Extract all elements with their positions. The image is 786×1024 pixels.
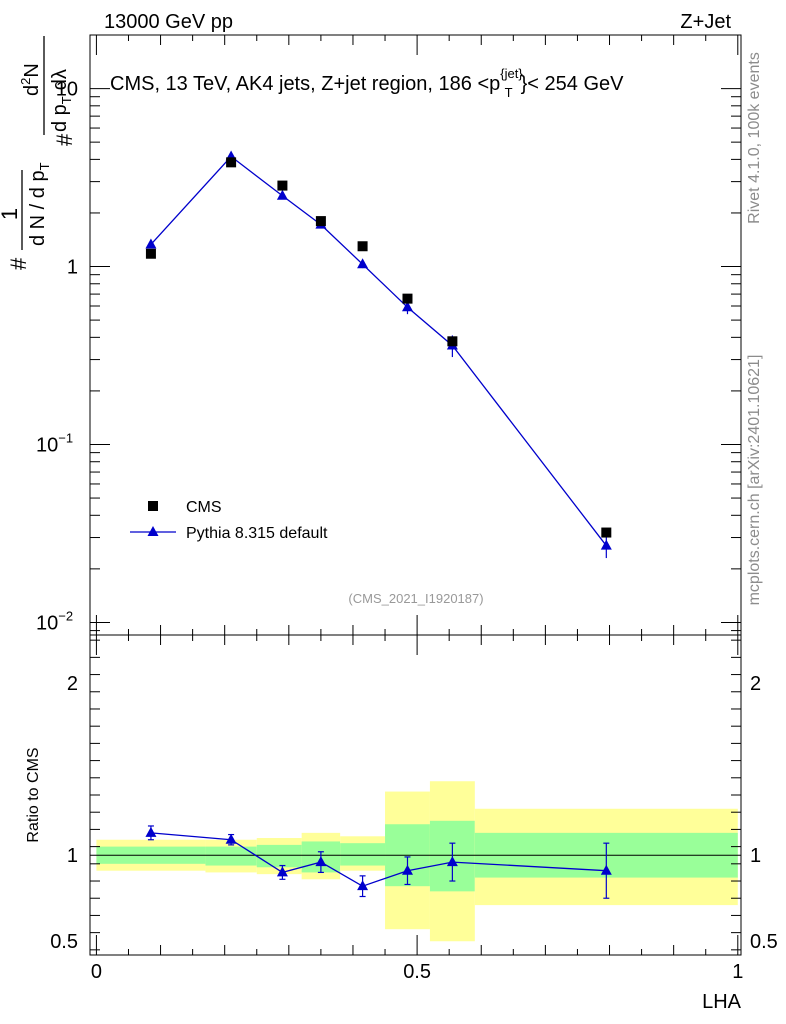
main-y-tick-label: 10−1 <box>36 430 73 456</box>
side-label-mcplots: mcplots.cern.ch [arXiv:2401.10621] <box>746 355 763 606</box>
pythia-point <box>145 238 157 249</box>
ratio-band-inner <box>340 843 386 866</box>
header-collision-label: 13000 GeV pp <box>104 11 233 33</box>
side-label-rivet: Rivet 4.1.0, 100k events <box>746 52 763 224</box>
cms-data-point <box>357 241 368 252</box>
ratio-pythia-point <box>357 880 369 891</box>
ratio-y-tick-label-right: 0.5 <box>750 931 778 953</box>
x-tick-label: 0.5 <box>403 961 431 983</box>
analysis-id-watermark: (CMS_2021_I1920187) <box>348 591 483 606</box>
x-axis-label: LHA <box>702 991 742 1013</box>
cms-data-point <box>145 248 156 259</box>
ratio-pythia-point <box>276 866 288 877</box>
cms-data-point <box>601 527 612 538</box>
ratio-axis-ticks <box>90 635 741 955</box>
ratio-y-tick-label-left: 0.5 <box>50 931 78 953</box>
cms-data-point <box>447 336 458 347</box>
ratio-pythia-point <box>225 833 237 844</box>
ratio-pythia-point <box>145 826 157 837</box>
ratio-pythia-line <box>150 832 607 887</box>
main-plot-frame <box>89 34 742 636</box>
ratio-pythia-point <box>401 864 413 875</box>
ratio-x-tick-labels: 0 0.5 1 <box>91 961 744 983</box>
main-y-tick-labels: 10 1 10−1 10−2 <box>36 79 78 635</box>
ylabel-dpt-dlambda: d pTdλ <box>49 69 74 132</box>
main-y-tick-label: 10 <box>56 79 78 101</box>
pythia-point <box>401 301 413 312</box>
ylabel-dn-dpt: d N / d pT <box>27 162 52 246</box>
ratio-plot-area <box>90 781 741 942</box>
main-y-tick-label: 1 <box>67 257 78 279</box>
main-title: CMS, 13 TeV, AK4 jets, Z+jet region, 186… <box>110 66 624 100</box>
main-axis-ticks <box>90 34 741 635</box>
ratio-y-tick-label-right: 1 <box>750 845 761 867</box>
ratio-y-tick-label-left: 2 <box>67 673 78 695</box>
ratio-pythia-point <box>315 856 327 867</box>
x-tick-label: 0 <box>91 961 102 983</box>
ratio-y-tick-label-left: 1 <box>67 845 78 867</box>
x-tick-label: 1 <box>732 961 743 983</box>
main-data-marks <box>145 150 612 559</box>
ratio-data-marks <box>145 825 612 899</box>
ratio-pythia-point <box>600 864 612 875</box>
cms-data-point <box>277 180 288 191</box>
legend-marker-cms <box>148 501 158 511</box>
legend: CMS Pythia 8.315 default <box>130 499 328 542</box>
ratio-y-tick-label-right: 2 <box>750 673 761 695</box>
ratio-band-inner <box>205 846 257 866</box>
ratio-band-inner <box>256 844 302 868</box>
ratio-y-axis-label: Ratio to CMS <box>25 747 42 842</box>
cms-data-point <box>315 216 326 227</box>
cms-data-point <box>226 157 237 168</box>
ratio-y-tick-labels: 2 2 1 1 0.5 0.5 <box>50 673 778 953</box>
cms-data-point <box>402 293 413 304</box>
ylabel-one: 1 <box>0 208 22 220</box>
header-process-label: Z+Jet <box>680 11 731 33</box>
pythia-line <box>150 155 607 547</box>
legend-label-cms: CMS <box>186 499 222 516</box>
ylabel-hash-2: # <box>52 133 77 146</box>
main-y-axis-label: # 1 d N / d pT # d2N d pTdλ <box>0 36 77 270</box>
main-y-tick-label: 10−2 <box>36 608 73 634</box>
legend-marker-pythia <box>147 526 159 536</box>
pythia-point <box>276 189 288 200</box>
ylabel-hash-1: # <box>6 257 31 270</box>
pythia-point <box>600 539 612 550</box>
pythia-point <box>357 258 369 269</box>
ratio-pythia-point <box>446 856 458 867</box>
ylabel-d2n: d2N <box>18 63 43 96</box>
legend-label-pythia: Pythia 8.315 default <box>186 525 328 542</box>
